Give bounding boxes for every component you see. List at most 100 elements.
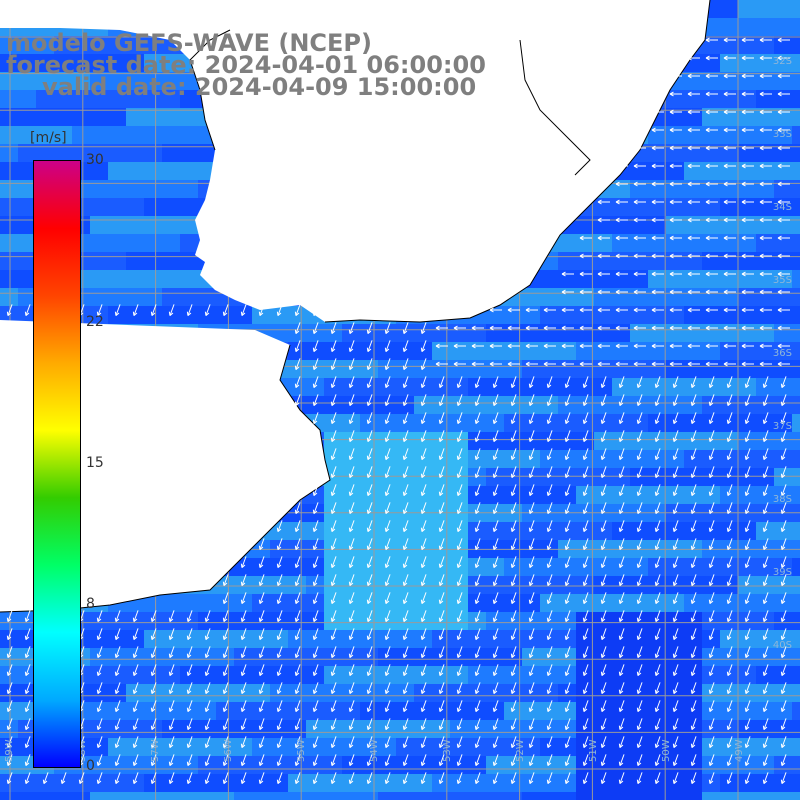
wind-arrow bbox=[367, 340, 373, 352]
wind-arrow bbox=[673, 412, 679, 424]
wind-arrow-head bbox=[759, 201, 764, 205]
wind-arrow-head bbox=[133, 726, 138, 731]
wind-arrow-head bbox=[384, 653, 387, 658]
wind-arrow-head bbox=[655, 492, 660, 497]
wind-arrow bbox=[457, 466, 463, 478]
wind-arrow bbox=[115, 304, 121, 316]
wind-arrow-head bbox=[727, 384, 732, 389]
wind-arrow-head bbox=[403, 600, 408, 605]
wind-cell bbox=[756, 270, 774, 288]
wind-arrow-head bbox=[672, 509, 675, 514]
wind-arrow-head bbox=[636, 635, 639, 640]
wind-arrow-head bbox=[669, 219, 674, 223]
wind-arrow-head bbox=[615, 217, 620, 221]
wind-arrow-head bbox=[384, 545, 387, 550]
wind-arrow bbox=[781, 376, 787, 388]
wind-arrow-head bbox=[546, 491, 549, 496]
wind-arrow-head bbox=[366, 365, 369, 370]
wind-arrow-head bbox=[313, 636, 318, 641]
wind-arrow-head bbox=[762, 527, 765, 532]
wind-arrow-head bbox=[511, 708, 516, 713]
wind-arrow-head bbox=[331, 600, 336, 605]
wind-arrow bbox=[565, 556, 571, 568]
wind-arrow-head bbox=[565, 726, 570, 731]
wind-arrow-head bbox=[493, 510, 498, 515]
wind-arrow-head bbox=[546, 437, 549, 442]
wind-arrow-head bbox=[564, 527, 567, 532]
wind-cell bbox=[792, 360, 800, 378]
wind-arrow-head bbox=[6, 311, 9, 316]
wind-arrow-head bbox=[7, 690, 12, 695]
wind-arrow-head bbox=[420, 401, 423, 406]
wind-arrow-head bbox=[762, 707, 765, 712]
wind-arrow-head bbox=[453, 345, 458, 349]
wind-arrow-head bbox=[510, 707, 513, 712]
wind-arrow bbox=[493, 682, 499, 694]
wind-arrow-head bbox=[543, 309, 548, 313]
wind-arrow-head bbox=[565, 510, 570, 515]
wind-arrow-head bbox=[7, 726, 12, 731]
wind-arrow bbox=[493, 592, 499, 604]
wind-arrow-head bbox=[777, 235, 782, 239]
wind-arrow-head bbox=[673, 582, 678, 587]
wind-arrow-head bbox=[633, 325, 638, 329]
wind-arrow bbox=[601, 700, 607, 712]
wind-arrow bbox=[763, 394, 769, 406]
wind-arrow bbox=[439, 628, 445, 640]
wind-cell bbox=[36, 126, 54, 144]
wind-arrow-head bbox=[330, 473, 333, 478]
wind-arrow-head bbox=[669, 199, 674, 203]
wind-arrow bbox=[277, 610, 283, 622]
wind-arrow-head bbox=[528, 635, 531, 640]
wind-arrow-head bbox=[546, 617, 549, 622]
wind-arrow-head bbox=[492, 563, 495, 568]
wind-arrow-head bbox=[673, 564, 678, 569]
wind-arrow bbox=[403, 556, 409, 568]
wind-arrow bbox=[421, 700, 427, 712]
wind-arrow bbox=[655, 394, 661, 406]
wind-arrow bbox=[709, 430, 715, 442]
wind-arrow-head bbox=[637, 510, 642, 515]
wind-arrow-head bbox=[456, 707, 459, 712]
wind-arrow-head bbox=[435, 361, 440, 365]
wind-arrow-head bbox=[543, 345, 548, 349]
wind-arrow-head bbox=[385, 582, 390, 587]
wind-arrow bbox=[421, 664, 427, 676]
wind-arrow-head bbox=[636, 509, 639, 514]
wind-cell bbox=[666, 198, 684, 216]
wind-arrow-head bbox=[385, 636, 390, 641]
wind-arrow bbox=[241, 520, 247, 532]
wind-arrow-head bbox=[687, 127, 692, 131]
wind-cell bbox=[702, 342, 720, 360]
wind-arrow bbox=[313, 430, 319, 442]
wind-cell bbox=[684, 180, 702, 198]
wind-arrow-head bbox=[763, 384, 768, 389]
wind-arrow bbox=[565, 628, 571, 640]
wind-cell bbox=[576, 288, 594, 306]
wind-arrow-head bbox=[708, 419, 711, 424]
wind-arrow-head bbox=[205, 618, 210, 623]
wind-arrow-head bbox=[723, 91, 728, 95]
wind-arrow-head bbox=[349, 672, 354, 677]
wind-cell bbox=[738, 252, 756, 270]
wind-arrow-head bbox=[525, 327, 530, 331]
wind-arrow bbox=[547, 628, 553, 640]
wind-arrow-head bbox=[741, 91, 746, 95]
wind-arrow-head bbox=[295, 456, 300, 461]
wind-arrow-head bbox=[133, 654, 138, 659]
wind-arrow bbox=[601, 520, 607, 532]
wind-arrow-head bbox=[654, 419, 657, 424]
wind-arrow-head bbox=[636, 527, 639, 532]
wind-arrow bbox=[547, 664, 553, 676]
wind-arrow-head bbox=[672, 617, 675, 622]
wind-arrow-head bbox=[583, 474, 588, 479]
wind-arrow bbox=[259, 610, 265, 622]
wind-arrow-head bbox=[600, 725, 603, 730]
wind-arrow-head bbox=[187, 672, 192, 677]
wind-arrow-head bbox=[133, 636, 138, 641]
wind-arrow bbox=[493, 700, 499, 712]
wind-arrow-head bbox=[330, 347, 333, 352]
wind-arrow-head bbox=[420, 455, 423, 460]
wind-arrow-head bbox=[582, 653, 585, 658]
wind-arrow-head bbox=[295, 582, 300, 587]
